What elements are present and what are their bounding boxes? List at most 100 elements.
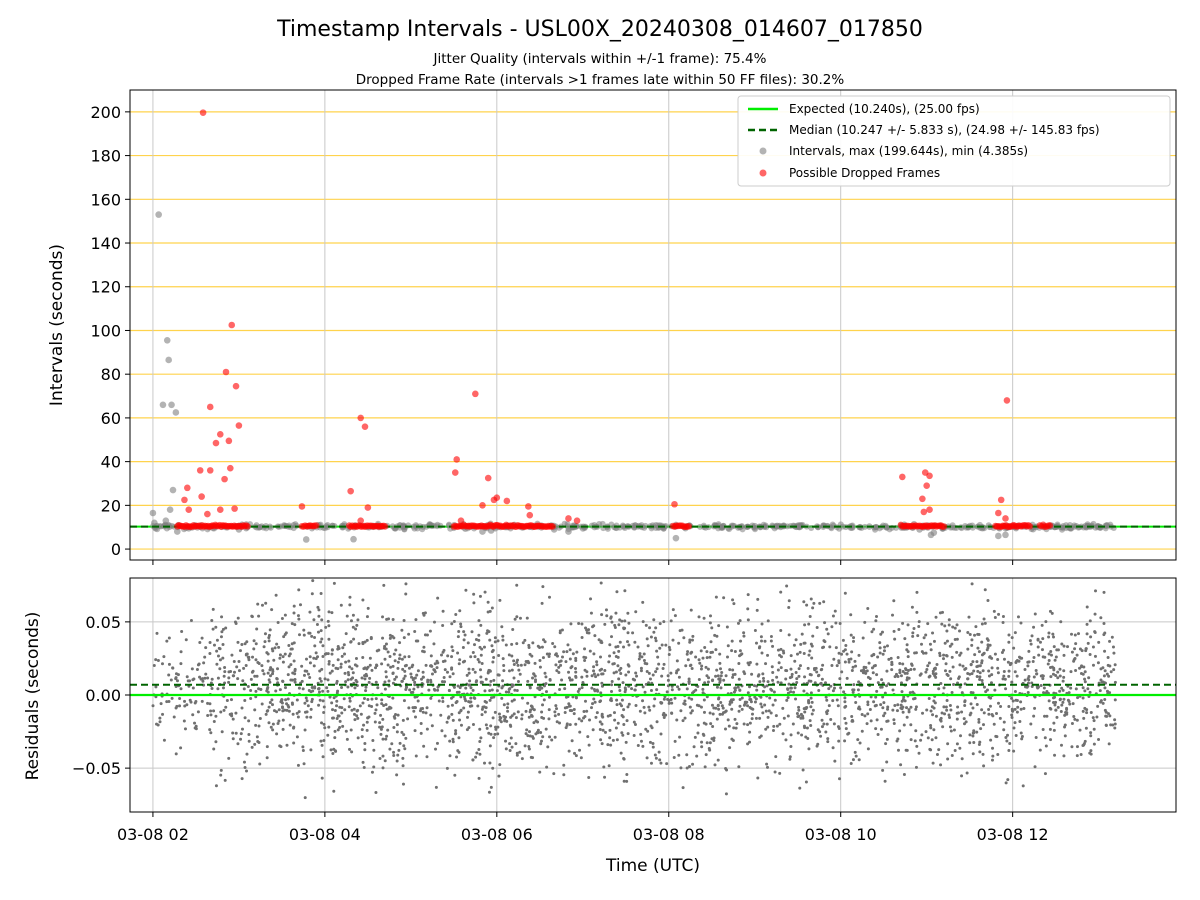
residual-point	[899, 763, 903, 767]
residual-point	[608, 728, 612, 732]
residual-point	[963, 700, 967, 704]
dropped-frame-point	[549, 523, 556, 530]
residual-point	[865, 722, 869, 726]
residual-point	[975, 703, 979, 707]
residual-point	[331, 663, 335, 667]
residual-point	[400, 679, 404, 683]
residual-point	[337, 714, 341, 718]
residual-point	[782, 716, 786, 720]
residual-point	[384, 647, 388, 651]
residual-point	[496, 725, 500, 729]
residual-point	[1019, 700, 1023, 704]
interval-point	[784, 523, 791, 530]
residual-point	[624, 740, 628, 744]
residual-point	[361, 701, 365, 705]
residual-point	[269, 674, 273, 678]
residual-point	[611, 738, 615, 742]
residual-point	[481, 705, 485, 709]
residual-point	[474, 755, 478, 759]
interval-point	[596, 521, 603, 528]
interval-point	[1092, 524, 1099, 531]
residual-point	[536, 720, 540, 724]
residual-point	[585, 674, 589, 678]
residual-point	[992, 609, 996, 613]
residual-point	[701, 656, 705, 660]
residual-point	[926, 736, 930, 740]
residual-point	[236, 640, 240, 644]
residual-point	[297, 686, 301, 690]
residual-point	[1092, 719, 1096, 723]
dropped-frame-point	[472, 390, 479, 398]
residual-point	[679, 766, 683, 770]
residual-point	[634, 703, 638, 707]
residual-point	[252, 647, 256, 651]
residual-point	[260, 702, 264, 706]
residual-point	[737, 677, 741, 681]
residual-point	[344, 680, 348, 684]
residual-point	[851, 690, 855, 694]
residual-point	[216, 687, 220, 691]
residual-point	[584, 626, 588, 630]
residual-point	[344, 729, 348, 733]
residual-point	[996, 753, 1000, 757]
residual-point	[926, 622, 930, 626]
residual-point	[493, 710, 497, 714]
residual-point	[441, 609, 445, 613]
residual-point	[574, 667, 578, 671]
residual-point	[625, 773, 629, 777]
residual-point	[781, 732, 785, 736]
residual-point	[400, 730, 404, 734]
residual-point	[1082, 716, 1086, 720]
residual-point	[797, 667, 801, 671]
residual-point	[949, 708, 953, 712]
residual-point	[1045, 689, 1049, 693]
residual-point	[370, 697, 374, 701]
residual-point	[832, 722, 836, 726]
residual-point	[272, 709, 276, 713]
residual-point	[1010, 713, 1014, 717]
residual-point	[204, 672, 208, 676]
residual-point	[799, 642, 803, 646]
residual-point	[1103, 686, 1107, 690]
residual-point	[850, 715, 854, 719]
residual-point	[353, 686, 357, 690]
residual-point	[592, 669, 596, 673]
residual-point	[894, 672, 898, 676]
residual-point	[477, 776, 481, 780]
residual-point	[283, 652, 287, 656]
residual-point	[1010, 696, 1014, 700]
residual-point	[1052, 666, 1056, 670]
residual-point	[929, 723, 933, 727]
residual-point	[708, 711, 712, 715]
residual-point	[429, 654, 433, 658]
residual-point	[634, 610, 638, 614]
residual-point	[962, 717, 966, 721]
residual-point	[878, 651, 882, 655]
residual-point	[1075, 718, 1079, 722]
residual-point	[362, 765, 366, 769]
residual-point	[323, 726, 327, 730]
residual-point	[1051, 632, 1055, 636]
residual-point	[981, 752, 985, 756]
residual-point	[373, 711, 377, 715]
residual-point	[482, 645, 486, 649]
residual-point	[722, 678, 726, 682]
residual-point	[448, 739, 452, 743]
residual-point	[731, 668, 735, 672]
residual-point	[1010, 636, 1014, 640]
residual-point	[1084, 647, 1088, 651]
dropped-frame-point	[503, 497, 511, 505]
residual-point	[258, 716, 262, 720]
residual-point	[185, 675, 189, 679]
residual-point	[746, 742, 750, 746]
residual-point	[885, 669, 889, 673]
residual-point	[939, 681, 943, 685]
residual-point	[551, 642, 555, 646]
residual-point	[1049, 707, 1053, 711]
residual-point	[211, 607, 215, 611]
residual-point	[427, 688, 431, 692]
residual-point	[196, 710, 200, 714]
residual-point	[583, 714, 587, 718]
residual-point	[586, 735, 590, 739]
residual-point	[677, 687, 681, 691]
